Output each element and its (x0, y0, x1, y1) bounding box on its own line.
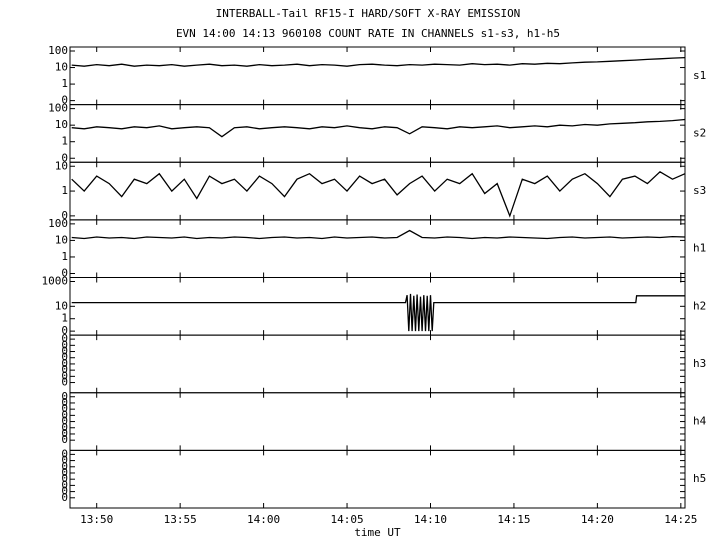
y-tick-label: 0 (61, 460, 68, 473)
panel-label: s2 (693, 126, 706, 139)
chart-subtitle: EVN 14:00 14:13 960108 COUNT RATE IN CHA… (176, 27, 560, 40)
panel-frame (69, 46, 686, 106)
y-tick-label: 0 (61, 363, 68, 376)
y-tick-label: 0 (61, 491, 68, 504)
x-tick-label: 13:55 (164, 513, 197, 526)
panel-frame (69, 219, 686, 278)
y-tick-label: 0 (61, 433, 68, 446)
panel-label: h1 (693, 242, 706, 255)
y-tick-label: 100 (48, 217, 68, 230)
y-tick-label: 1000 (42, 275, 69, 288)
x-tick-label: 14:05 (330, 513, 363, 526)
data-line (71, 293, 685, 332)
y-tick-label: 10 (55, 299, 68, 312)
panel-label: h5 (693, 472, 706, 485)
y-tick-label: 10 (55, 159, 68, 172)
x-tick-label: 14:20 (581, 513, 614, 526)
y-tick-label: 0 (61, 324, 68, 337)
y-tick-label: 0 (61, 415, 68, 428)
y-tick-label: 0 (61, 338, 68, 351)
data-line (71, 118, 686, 138)
y-tick-label: 1 (61, 77, 68, 90)
y-tick-label: 0 (61, 332, 68, 345)
panel-frame (69, 104, 686, 163)
y-tick-label: 0 (61, 427, 68, 440)
y-tick-label: 0 (61, 421, 68, 434)
data-line (71, 56, 686, 67)
panel-frame (69, 334, 686, 394)
panel-frame (69, 449, 686, 509)
panel-frame (69, 392, 686, 451)
y-tick-label: 0 (61, 357, 68, 370)
y-tick-label: 100 (48, 102, 68, 115)
y-tick-label: 0 (61, 408, 68, 421)
panel-frame (69, 161, 686, 221)
y-tick-label: 0 (61, 345, 68, 358)
y-tick-label: 0 (61, 466, 68, 479)
y-tick-label: 0 (61, 447, 68, 460)
data-line (71, 229, 686, 240)
y-tick-label: 0 (61, 402, 68, 415)
y-tick-label: 0 (61, 151, 68, 164)
panel-label: s3 (693, 184, 706, 197)
panel-label: h4 (693, 415, 707, 428)
y-tick-label: 0 (61, 390, 68, 403)
y-tick-label: 10 (55, 61, 68, 74)
y-tick-label: 0 (61, 472, 68, 485)
y-tick-label: 10 (55, 118, 68, 131)
y-tick-label: 0 (61, 351, 68, 364)
y-tick-label: 1 (61, 135, 68, 148)
x-tick-label: 13:50 (80, 513, 113, 526)
panel-label: h3 (693, 357, 706, 370)
y-tick-label: 100 (48, 44, 68, 57)
y-tick-label: 0 (61, 485, 68, 498)
x-tick-label: 14:25 (664, 513, 697, 526)
panel-frame (69, 277, 686, 336)
y-tick-label: 0 (61, 94, 68, 107)
x-tick-label: 14:00 (247, 513, 280, 526)
y-tick-label: 1 (61, 250, 68, 263)
y-tick-label: 0 (61, 209, 68, 222)
y-tick-label: 0 (61, 369, 68, 382)
x-axis-label: time UT (354, 526, 401, 539)
y-tick-label: 10 (55, 233, 68, 246)
y-tick-label: 0 (61, 454, 68, 467)
y-tick-label: 1 (61, 312, 68, 325)
y-tick-label: 0 (61, 396, 68, 409)
data-line (71, 170, 686, 218)
y-tick-label: 0 (61, 478, 68, 491)
x-tick-label: 14:15 (497, 513, 530, 526)
y-tick-label: 0 (61, 267, 68, 280)
chart-title: INTERBALL-Tail RF15-I HARD/SOFT X-RAY EM… (216, 7, 521, 20)
y-tick-label: 1 (61, 184, 68, 197)
panel-label: s1 (693, 69, 706, 82)
x-tick-label: 14:10 (414, 513, 447, 526)
panel-label: h2 (693, 299, 706, 312)
y-tick-label: 0 (61, 376, 68, 389)
